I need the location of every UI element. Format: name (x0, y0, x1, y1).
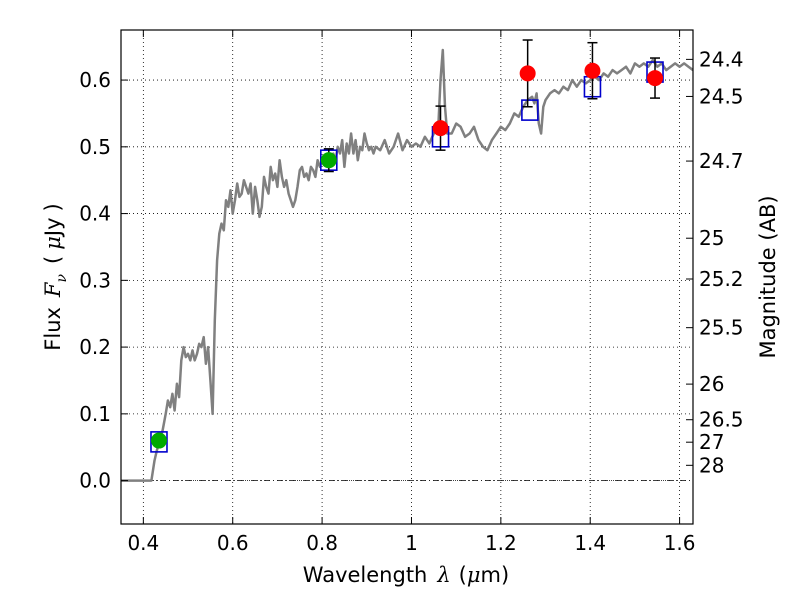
magnitude-tick-label: 26 (699, 372, 724, 396)
y-tick-label: 0.2 (79, 335, 111, 359)
x-axis-label-lambda: λ (436, 563, 450, 587)
x-tick-label: 1.4 (574, 531, 606, 555)
magnitude-tick-label: 24.5 (699, 84, 744, 108)
x-tick-label: 0.8 (306, 531, 338, 555)
y-axis-label-Jy: Jy (41, 217, 65, 238)
optical-detection-point (150, 432, 167, 449)
sed-model-curve (121, 48, 693, 482)
magnitude-tick-label: 27 (699, 430, 724, 454)
y-tick-label: 0.1 (79, 402, 111, 426)
x-tick-label: 0.6 (217, 531, 249, 555)
detection-markers (150, 62, 664, 449)
y-tick-label: 0.4 (79, 202, 111, 226)
x-axis-ticks: 0.4 0.6 0.8 1 1.2 1.4 1.6 (127, 30, 696, 555)
optical-detection-point (320, 152, 337, 169)
y-axis-label: FluxFν(μJy) (41, 203, 70, 350)
magnitude-tick-label: 25.2 (699, 267, 744, 291)
y-tick-label: 0.3 (79, 268, 111, 292)
y-axis-label-text: Flux (41, 307, 65, 351)
y-axis-label-nu: ν (54, 273, 70, 282)
x-tick-label: 1 (405, 531, 418, 555)
magnitude-tick-label: 28 (699, 453, 724, 477)
y-axis-ticks: 0.0 0.1 0.2 0.3 0.4 0.5 0.6 (79, 68, 128, 493)
nir-detection-point (519, 65, 536, 82)
sed-model-line (121, 48, 693, 482)
magnitude-tick-label: 26.5 (699, 408, 744, 432)
y-tick-label: 0.5 (79, 135, 111, 159)
nir-detection-point (647, 70, 664, 87)
plot-frame (120, 29, 694, 525)
magnitude-tick-label: 25.5 (699, 316, 744, 340)
x-tick-label: 0.4 (127, 531, 159, 555)
x-tick-label: 1.6 (664, 531, 696, 555)
y-tick-label: 0.6 (79, 68, 111, 92)
x-axis-label-mu: μ (467, 563, 481, 587)
magnitude-axis-label: Magnitude (AB) (756, 195, 780, 358)
x-axis-label-text: Wavelength (303, 563, 428, 587)
y-axis-label-F: F (41, 281, 65, 298)
y-axis-label-mu: μ (41, 236, 65, 250)
model-band-square (521, 99, 539, 121)
magnitude-tick-label: 25 (699, 226, 724, 250)
magnitude-tick-label: 24.7 (699, 149, 744, 173)
nir-detection-point (584, 62, 601, 79)
model-band-square (150, 431, 168, 453)
y-tick-label: 0.0 (79, 469, 111, 493)
x-axis-label: Wavelength λ (μm) (303, 563, 509, 587)
plot-area (121, 30, 693, 524)
nir-detection-point (432, 120, 449, 137)
x-tick-label: 1.2 (485, 531, 517, 555)
magnitude-tick-label: 24.4 (699, 47, 744, 71)
x-axis-label-m: m (481, 563, 501, 587)
